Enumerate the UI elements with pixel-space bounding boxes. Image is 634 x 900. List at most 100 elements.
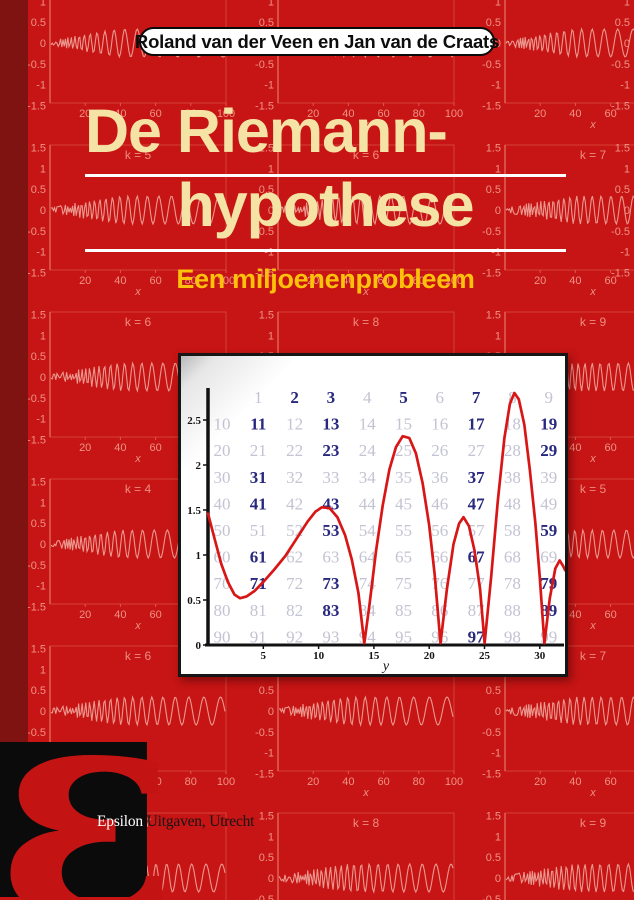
svg-text:x: x	[589, 787, 596, 799]
svg-text:0: 0	[495, 873, 501, 885]
svg-text:-0.5: -0.5	[611, 226, 630, 238]
svg-text:1: 1	[40, 330, 46, 342]
svg-text:-1: -1	[264, 748, 274, 760]
svg-text:0: 0	[268, 205, 274, 217]
svg-text:45: 45	[395, 494, 412, 513]
svg-text:20: 20	[79, 108, 91, 120]
svg-text:24: 24	[359, 441, 377, 460]
svg-text:100: 100	[217, 275, 235, 287]
svg-text:41: 41	[250, 494, 267, 513]
epsilon-logo-glyph: ε	[0, 633, 179, 900]
svg-text:11: 11	[250, 415, 266, 434]
svg-text:0.5: 0.5	[615, 17, 630, 29]
svg-text:80: 80	[214, 601, 231, 620]
svg-text:25: 25	[479, 650, 491, 662]
publisher-logo-box	[0, 742, 147, 897]
svg-text:0.5: 0.5	[486, 852, 501, 864]
svg-text:-0.5: -0.5	[27, 560, 46, 572]
svg-text:k = 9: k = 9	[580, 816, 607, 830]
svg-text:0: 0	[624, 38, 630, 50]
svg-text:68: 68	[504, 548, 521, 567]
svg-text:91: 91	[250, 627, 267, 646]
svg-text:55: 55	[395, 521, 412, 540]
svg-text:0: 0	[40, 38, 46, 50]
svg-text:100: 100	[217, 776, 235, 788]
svg-text:48: 48	[504, 494, 521, 513]
svg-text:60: 60	[149, 275, 161, 287]
svg-text:0.5: 0.5	[31, 351, 46, 363]
svg-text:40: 40	[569, 442, 581, 454]
svg-text:0.5: 0.5	[259, 184, 274, 196]
svg-text:k = 6: k = 6	[125, 315, 152, 329]
svg-text:x: x	[362, 787, 369, 799]
svg-text:20: 20	[79, 609, 91, 621]
svg-text:60: 60	[377, 776, 389, 788]
svg-text:x: x	[362, 119, 369, 131]
svg-text:x: x	[589, 286, 596, 298]
svg-text:60: 60	[149, 442, 161, 454]
title-line-2: hypothese	[177, 171, 474, 239]
svg-text:1: 1	[268, 330, 274, 342]
svg-text:63: 63	[322, 548, 339, 567]
svg-text:100: 100	[445, 275, 463, 287]
svg-text:71: 71	[250, 574, 267, 593]
svg-text:40: 40	[214, 494, 231, 513]
svg-text:1.5: 1.5	[486, 310, 501, 322]
svg-text:88: 88	[504, 601, 521, 620]
svg-text:1.5: 1.5	[259, 143, 274, 155]
svg-text:k = 5: k = 5	[125, 148, 152, 162]
svg-text:0.5: 0.5	[259, 685, 274, 697]
svg-text:80: 80	[185, 275, 197, 287]
svg-text:0: 0	[495, 205, 501, 217]
svg-text:2: 2	[196, 460, 202, 472]
svg-text:54: 54	[359, 521, 377, 540]
svg-text:0: 0	[495, 38, 501, 50]
svg-text:58: 58	[504, 521, 521, 540]
svg-text:k = 7: k = 7	[580, 148, 607, 162]
svg-text:92: 92	[286, 627, 303, 646]
svg-text:28: 28	[504, 441, 521, 460]
svg-text:-0.5: -0.5	[482, 226, 501, 238]
svg-text:-0.5: -0.5	[27, 59, 46, 71]
svg-text:40: 40	[569, 609, 581, 621]
svg-text:51: 51	[250, 521, 267, 540]
svg-text:x: x	[362, 286, 369, 298]
svg-text:80: 80	[413, 108, 425, 120]
zeta-curve	[206, 391, 565, 645]
svg-text:100: 100	[445, 776, 463, 788]
svg-text:1: 1	[624, 0, 630, 8]
svg-text:6: 6	[436, 388, 445, 407]
svg-text:64: 64	[359, 548, 377, 567]
svg-text:1: 1	[495, 831, 501, 843]
svg-text:34: 34	[359, 468, 377, 487]
svg-text:27: 27	[468, 441, 486, 460]
svg-text:20: 20	[307, 108, 319, 120]
svg-text:37: 37	[468, 468, 486, 487]
svg-text:k = 5: k = 5	[580, 482, 607, 496]
svg-text:-1: -1	[264, 80, 274, 92]
svg-text:-1: -1	[620, 247, 630, 259]
bg-plot-tile: k = 5 1.5 1 0.5 0 -0.5 -1 -1.5 20 40 60 80 100 x	[27, 143, 235, 298]
svg-text:-1.5: -1.5	[255, 768, 274, 780]
svg-text:20: 20	[79, 275, 91, 287]
svg-text:40: 40	[342, 108, 354, 120]
svg-text:0.5: 0.5	[615, 184, 630, 196]
svg-text:33: 33	[322, 468, 339, 487]
svg-text:-0.5: -0.5	[482, 727, 501, 739]
svg-text:1: 1	[495, 163, 501, 175]
svg-text:x: x	[134, 620, 141, 632]
svg-text:x: x	[589, 620, 596, 632]
svg-text:60: 60	[377, 108, 389, 120]
svg-text:36: 36	[431, 468, 448, 487]
svg-text:5: 5	[261, 650, 267, 662]
subtitle: Een miljoenenprobleem	[176, 264, 475, 294]
svg-text:-1.5: -1.5	[27, 100, 46, 112]
svg-text:66: 66	[431, 548, 448, 567]
svg-text:47: 47	[468, 494, 486, 513]
